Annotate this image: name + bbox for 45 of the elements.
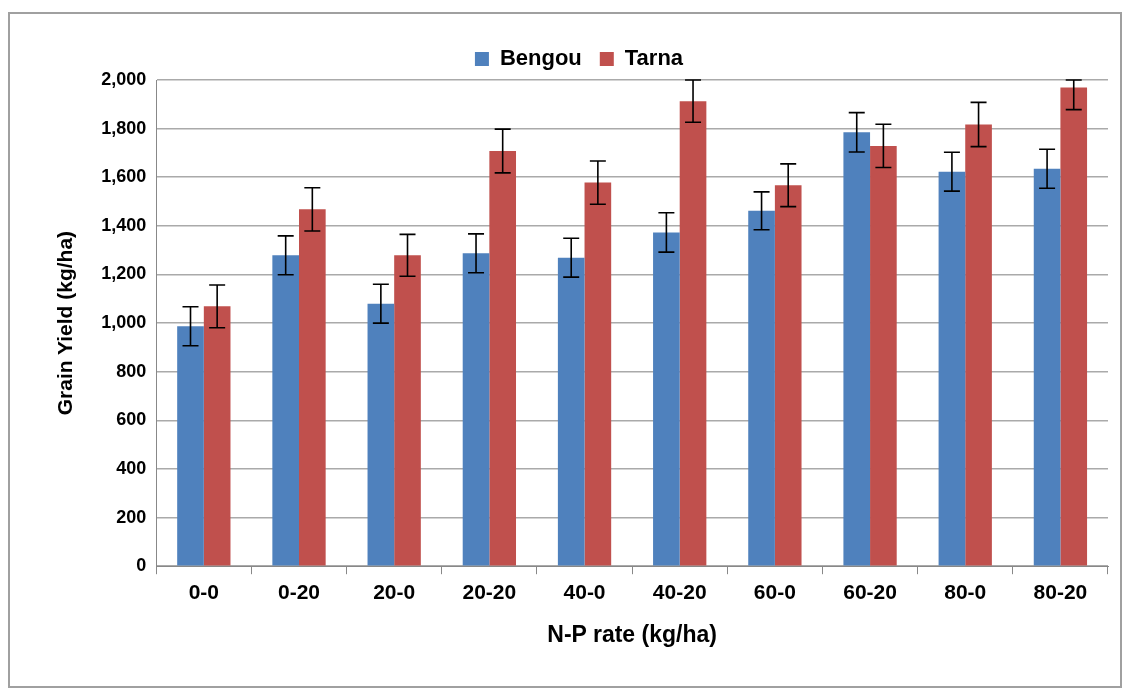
bar (462, 253, 490, 566)
y-tick-label: 1,600 (101, 166, 147, 187)
bar (177, 326, 204, 566)
bar (557, 257, 585, 566)
x-tick-label: 0-20 (277, 579, 321, 603)
bar (272, 255, 300, 566)
bar (489, 150, 517, 566)
bar (774, 185, 802, 566)
y-tick-label: 1,200 (101, 263, 147, 284)
x-tick-label: 20-0 (373, 579, 416, 603)
bar (843, 132, 871, 566)
x-tick-label: 60-0 (753, 579, 796, 603)
y-tick-label: 1,000 (101, 312, 147, 333)
y-tick-label: 1,800 (101, 117, 147, 138)
y-tick-label: 0 (136, 555, 147, 576)
bar (394, 255, 421, 566)
y-tick-label: 400 (116, 457, 147, 478)
y-tick-label: 2,000 (101, 68, 147, 89)
bar (938, 171, 966, 566)
y-tick-label: 200 (116, 506, 147, 527)
bar (367, 303, 395, 566)
y-tick-label: 600 (116, 409, 147, 430)
bar (1060, 87, 1088, 566)
x-tick-label: 20-20 (462, 579, 517, 603)
bar (1033, 168, 1061, 566)
bar (299, 209, 326, 566)
bar (679, 101, 707, 566)
x-tick-label: 80-20 (1033, 579, 1088, 603)
x-tick-label: 40-20 (652, 579, 707, 603)
x-tick-label: 40-0 (563, 579, 606, 603)
x-tick-label: 80-0 (944, 579, 987, 603)
y-tick-label: 1,400 (101, 214, 147, 235)
x-tick-label: 60-20 (843, 579, 897, 603)
bar (653, 232, 680, 566)
bar (203, 306, 231, 566)
legend-label: Bengou (499, 45, 582, 71)
bar (748, 210, 775, 566)
legend-label: Tarna (624, 45, 684, 71)
x-axis-title: N-P rate (kg/ha) (547, 620, 717, 647)
bar (965, 124, 992, 566)
y-tick-label: 800 (116, 360, 147, 381)
bar (870, 145, 897, 566)
x-tick-label: 0-0 (188, 579, 220, 603)
bar (584, 182, 612, 566)
y-axis-title: Grain Yield (kg/ha) (53, 230, 77, 416)
